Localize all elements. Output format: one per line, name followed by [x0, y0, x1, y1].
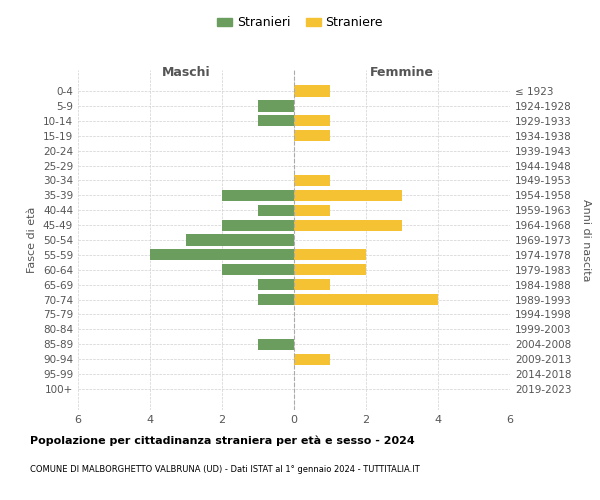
Bar — [258, 100, 294, 112]
Text: COMUNE DI MALBORGHETTO VALBRUNA (UD) - Dati ISTAT al 1° gennaio 2024 - TUTTITALI: COMUNE DI MALBORGHETTO VALBRUNA (UD) - D… — [30, 465, 420, 474]
Text: Maschi: Maschi — [161, 66, 211, 79]
Bar — [294, 190, 402, 201]
Bar — [258, 204, 294, 216]
Bar — [294, 115, 330, 126]
Bar — [294, 279, 330, 290]
Bar — [294, 250, 366, 260]
Text: Femmine: Femmine — [370, 66, 434, 79]
Bar — [222, 190, 294, 201]
Y-axis label: Fasce di età: Fasce di età — [28, 207, 37, 273]
Bar — [150, 250, 294, 260]
Bar — [294, 86, 330, 96]
Bar — [222, 220, 294, 230]
Bar — [294, 130, 330, 141]
Bar — [222, 264, 294, 276]
Bar — [186, 234, 294, 246]
Y-axis label: Anni di nascita: Anni di nascita — [581, 198, 591, 281]
Bar — [258, 279, 294, 290]
Bar — [294, 175, 330, 186]
Bar — [294, 220, 402, 230]
Text: Popolazione per cittadinanza straniera per età e sesso - 2024: Popolazione per cittadinanza straniera p… — [30, 435, 415, 446]
Bar — [294, 354, 330, 365]
Bar — [258, 338, 294, 350]
Bar — [294, 204, 330, 216]
Legend: Stranieri, Straniere: Stranieri, Straniere — [212, 11, 388, 34]
Bar — [294, 294, 438, 305]
Bar — [258, 115, 294, 126]
Bar — [294, 264, 366, 276]
Bar — [258, 294, 294, 305]
